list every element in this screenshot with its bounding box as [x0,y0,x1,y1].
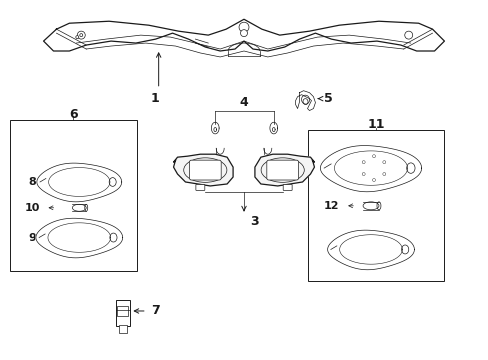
Text: 6: 6 [69,108,78,121]
Circle shape [80,33,82,37]
FancyBboxPatch shape [266,160,298,180]
Text: 4: 4 [239,96,248,109]
Polygon shape [36,218,122,258]
Circle shape [359,154,387,182]
Text: 9: 9 [29,233,37,243]
Bar [307,130,444,281]
Polygon shape [173,154,233,186]
Bar [119,325,127,333]
Circle shape [382,172,385,176]
Text: 3: 3 [250,215,259,228]
Circle shape [76,36,79,39]
Circle shape [239,22,248,32]
Text: 10: 10 [24,203,40,213]
Ellipse shape [362,202,378,210]
Text: 12: 12 [323,201,339,211]
Polygon shape [327,230,413,270]
Text: 2: 2 [396,162,405,175]
Text: 5: 5 [324,92,332,105]
Text: 11: 11 [366,118,384,131]
Circle shape [372,155,375,158]
Text: 8: 8 [29,177,37,187]
FancyBboxPatch shape [189,160,221,180]
Bar [115,300,130,326]
Circle shape [362,161,365,164]
Ellipse shape [72,204,86,211]
Circle shape [404,31,412,39]
Circle shape [77,31,85,39]
Polygon shape [43,19,444,51]
Text: 1: 1 [150,92,159,105]
Polygon shape [37,163,122,202]
Circle shape [240,30,247,37]
Polygon shape [254,154,314,186]
FancyBboxPatch shape [283,184,291,190]
Circle shape [362,172,365,176]
Bar [10,121,137,271]
Text: 7: 7 [150,305,159,318]
Circle shape [372,179,375,181]
Polygon shape [320,145,421,192]
Circle shape [382,161,385,164]
FancyBboxPatch shape [196,184,204,190]
Bar [117,306,128,316]
